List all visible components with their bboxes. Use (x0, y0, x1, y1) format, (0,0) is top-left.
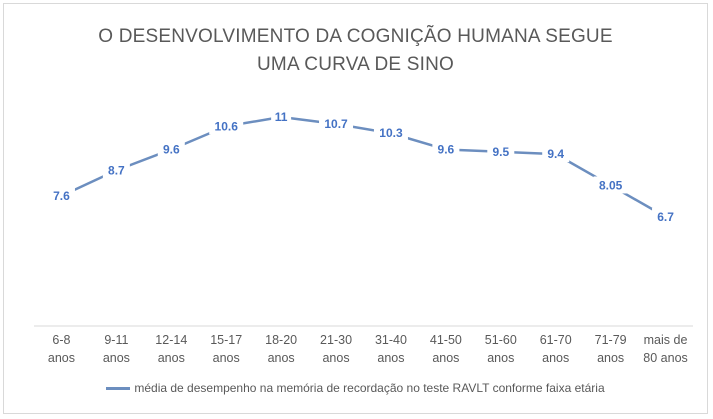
series-line (60, 115, 667, 218)
data-label: 9.6 (438, 142, 455, 156)
data-label: 9.4 (547, 147, 564, 161)
x-tick-label: 21-30 (320, 333, 352, 347)
data-label: 7.6 (53, 189, 70, 203)
data-label-bg (319, 114, 354, 132)
data-label: 9.6 (163, 142, 180, 156)
chart-title-line2: UMA CURVA DE SINO (257, 54, 454, 75)
data-label-bg (652, 207, 680, 225)
data-label: 8.7 (108, 163, 125, 177)
x-tick-label: anos (103, 351, 130, 365)
x-tick-label: anos (268, 351, 295, 365)
data-label: 9.5 (492, 145, 509, 159)
data-label: 10.3 (379, 126, 403, 140)
line-chart-plot: 6-8 anos 9-11 anos 12-14 anos 15-17 anos 18-20 an… (34, 108, 693, 365)
x-tick-label: 61-70 (540, 333, 572, 347)
x-tick-label: 51-60 (485, 333, 517, 347)
x-tick-label: anos (158, 351, 185, 365)
x-tick-label: anos (322, 351, 349, 365)
data-label: 8.05 (599, 178, 623, 192)
x-tick-label: anos (542, 351, 569, 365)
x-tick-label: 18-20 (265, 333, 297, 347)
x-tick-label: anos (597, 351, 624, 365)
x-tick-label: 31-40 (375, 333, 407, 347)
data-label: 6.7 (657, 210, 674, 224)
x-tick-label: 9-11 (104, 333, 128, 347)
data-label-bg (432, 140, 460, 158)
data-label-bg (271, 108, 292, 125)
x-tick-label: anos (487, 351, 514, 365)
x-tick-label: 12-14 (155, 333, 187, 347)
data-label: 10.7 (324, 117, 348, 131)
data-label-bg (542, 145, 570, 163)
x-tick-label: 71-79 (595, 333, 627, 347)
data-label: 11 (275, 110, 288, 124)
x-tick-label: 6-8 (52, 333, 70, 347)
x-tick-label: anos (48, 351, 75, 365)
data-label-bg (593, 176, 628, 194)
x-tick-label: 15-17 (210, 333, 242, 347)
data-label-bg (47, 186, 75, 204)
data-label: 10.6 (215, 119, 239, 133)
legend-line-swatch (106, 387, 131, 391)
data-label-bg (487, 142, 515, 160)
x-tick-label: anos (377, 351, 404, 365)
x-tick-label: 41-50 (430, 333, 462, 347)
x-tick-label: anos (432, 351, 459, 365)
legend-label: média de desempenho na memória de record… (134, 381, 605, 395)
data-label-bg (102, 161, 130, 179)
x-tick-label: 80 anos (643, 351, 687, 365)
x-tick-label: mais de (644, 333, 688, 347)
data-label-bg (373, 124, 408, 142)
chart-title-line1: O DESENVOLVIMENTO DA COGNIÇÃO HUMANA SEG… (98, 26, 613, 47)
data-label-bg (209, 117, 244, 135)
chart-frame: O DESENVOLVIMENTO DA COGNIÇÃO HUMANA SEG… (3, 3, 708, 414)
legend: média de desempenho na memória de record… (4, 381, 707, 395)
data-label-bg (157, 140, 185, 158)
x-tick-label: anos (213, 351, 240, 365)
